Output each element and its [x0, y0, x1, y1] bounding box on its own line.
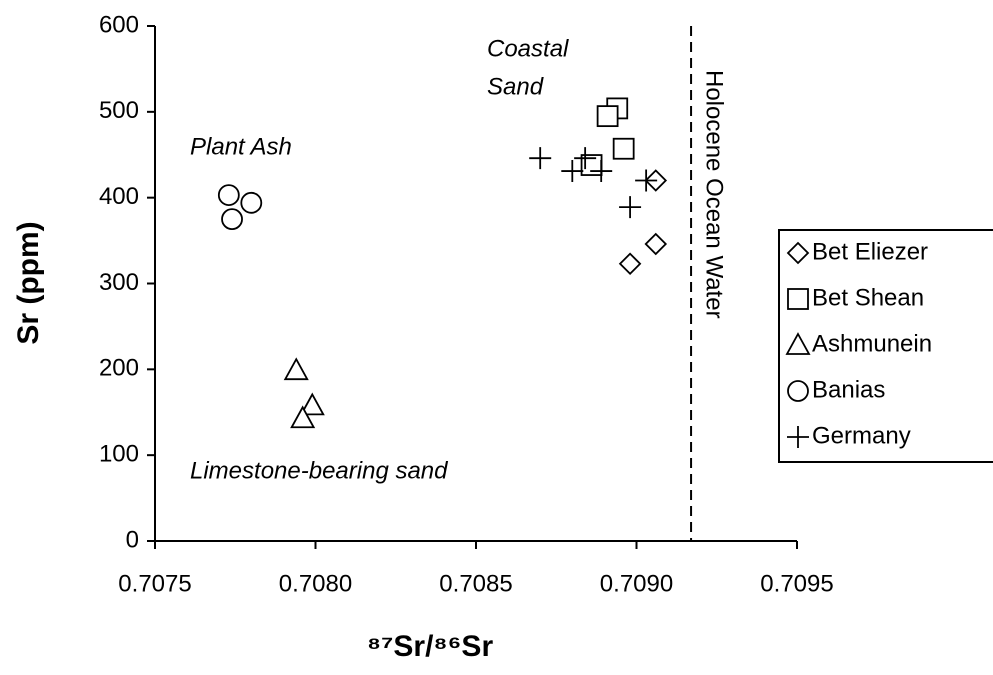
y-axis-label: Sr (ppm)	[12, 221, 45, 344]
y-tick-label: 300	[99, 269, 139, 296]
legend-marker	[785, 332, 811, 355]
x-tick-label: 0.7075	[118, 570, 191, 597]
x-tick-label: 0.7085	[439, 570, 512, 597]
legend-label: Banias	[812, 376, 885, 403]
point	[529, 147, 552, 170]
reference-label: Holocene Ocean Water	[701, 70, 728, 319]
point	[283, 357, 309, 381]
legend-marker	[786, 241, 810, 265]
y-tick-label: 200	[99, 355, 139, 382]
point	[240, 191, 263, 214]
point	[217, 184, 240, 206]
legend-marker	[787, 426, 809, 448]
legend-label: Bet Shean	[812, 284, 924, 311]
legend-label: Bet Eliezer	[812, 238, 928, 265]
point	[590, 160, 613, 183]
annotation: Sand	[487, 73, 544, 100]
annotation: Plant Ash	[190, 133, 292, 160]
x-axis-label: ⁸⁷Sr/⁸⁶Sr	[367, 630, 494, 663]
y-tick-label: 400	[99, 183, 139, 210]
y-tick-label: 600	[99, 11, 139, 38]
point	[299, 392, 325, 416]
legend-marker	[787, 288, 809, 310]
point	[612, 137, 635, 160]
legend-marker	[787, 380, 809, 402]
y-tick-label: 500	[99, 97, 139, 124]
x-tick-label: 0.7080	[279, 570, 352, 597]
legend-label: Germany	[812, 422, 911, 449]
annotation: Limestone-bearing sand	[190, 457, 448, 484]
point	[561, 160, 584, 183]
legend-box	[778, 229, 993, 463]
point	[596, 105, 619, 128]
point	[619, 196, 642, 219]
x-tick-label: 0.7090	[600, 570, 673, 597]
point	[618, 252, 642, 276]
annotation: Coastal	[487, 35, 569, 62]
legend-label: Ashmunein	[812, 330, 932, 357]
y-tick-label: 0	[126, 526, 139, 553]
point	[644, 232, 668, 256]
point	[635, 169, 658, 192]
x-tick-label: 0.7095	[760, 570, 833, 597]
point	[221, 208, 243, 231]
point	[290, 405, 316, 429]
point	[574, 147, 597, 170]
y-tick-label: 100	[99, 441, 139, 468]
